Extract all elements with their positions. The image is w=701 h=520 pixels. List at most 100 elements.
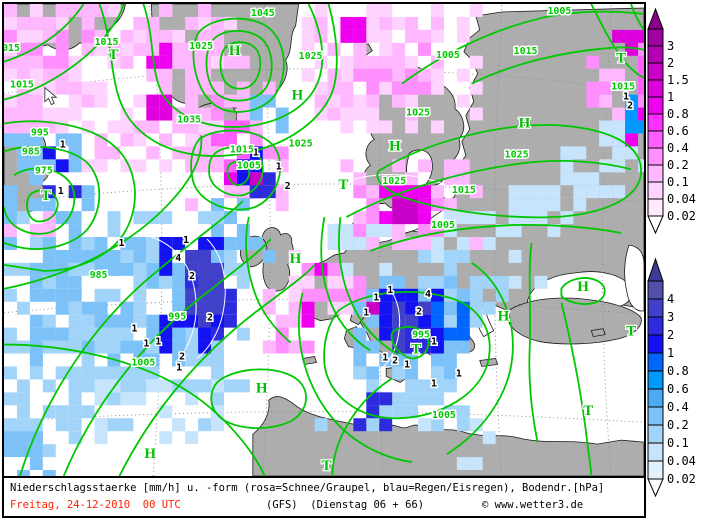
plab-label: 1005	[432, 410, 456, 421]
plab-label: 985	[22, 146, 40, 157]
snow-graupel-scale-tick: 0.4	[667, 141, 689, 155]
rain-ice-scale-cell	[647, 424, 664, 444]
qlab-label: 1	[363, 308, 369, 319]
plab-label: 1025	[299, 51, 323, 62]
plab-label: 995	[412, 330, 430, 341]
rain-ice-scale-up-arrow	[647, 257, 664, 282]
rain-ice-scale-cell	[647, 298, 664, 318]
rain-ice-scale-tick: 3	[667, 310, 674, 324]
rain-ice-scale-cell	[647, 334, 664, 354]
rain-ice-scale-tick: 4	[667, 292, 674, 306]
qlab-label: 1	[431, 378, 437, 389]
htlab-label: T	[626, 324, 636, 340]
plab-label: 1015	[611, 82, 635, 93]
precip-contour-outlines	[151, 173, 447, 371]
plab-label: 1015	[10, 80, 34, 91]
rain-ice-scale-tick: 0.8	[667, 364, 689, 378]
qlab-label: 1	[155, 337, 161, 348]
plab-label: 1005	[237, 160, 261, 171]
qlab-label: 2	[189, 271, 195, 282]
htlab-label: T	[41, 188, 51, 204]
qlab-label: 1	[623, 92, 629, 103]
rain-ice-scale-tick: 0.6	[667, 382, 689, 396]
plab-label: 1015	[95, 37, 119, 48]
rain-ice-scale-tick: 0.04	[667, 454, 696, 468]
plab-label: 1005	[431, 220, 455, 231]
qlab-label: 2	[179, 351, 185, 362]
snow-graupel-scale-cell	[647, 96, 664, 115]
htlab-label: T	[616, 51, 626, 67]
mouse-cursor	[44, 86, 58, 106]
rain-ice-scale-cell	[647, 460, 664, 480]
htlab-label: H	[498, 309, 510, 325]
plab-label: 995	[31, 127, 49, 138]
qlab-label: 1	[431, 337, 437, 348]
htlab-label: H	[292, 88, 304, 104]
pressure-value-labels: 1015 1025 1045 1025 1015 1015 1035 995 985 975 101…	[4, 4, 637, 422]
snow-graupel-scale-cell	[647, 147, 664, 166]
rain-ice-scale-cell	[647, 388, 664, 408]
snow-graupel-scale-cell	[647, 62, 664, 81]
qlab-label: 2	[627, 101, 633, 112]
snow-graupel-scale-cell	[647, 45, 664, 64]
qlab-label: 1	[456, 368, 462, 379]
snow-graupel-scale-tick: 0.1	[667, 175, 689, 189]
htlab-label: H	[290, 251, 302, 267]
plab-label: 1005	[131, 357, 155, 368]
plab-label: 1035	[177, 114, 201, 125]
plab-label: 1015	[4, 43, 20, 54]
htlab-label: T	[583, 403, 593, 419]
htlab-label: H	[229, 43, 241, 59]
plab-label: 1025	[406, 108, 430, 119]
caption-model-run: (GFS) (Dienstag 06 + 66)	[266, 499, 425, 511]
precip-scale-legends: 3 2 1.5 1 0.8 0.6 0.4 0.2 0.1 0.04 0.02 4 3 2 1 0.8 0.6 0…	[647, 7, 696, 498]
rain-ice-scale-cell	[647, 370, 664, 390]
plab-label: 1015	[452, 185, 476, 196]
plab-label: 995	[168, 312, 186, 323]
qlab-label: 2	[392, 355, 398, 366]
plab-label: 975	[35, 165, 53, 176]
isobar-layer	[4, 4, 644, 476]
snow-graupel-scale-tick: 0.2	[667, 158, 689, 172]
snow-graupel-scale-cell	[647, 113, 664, 132]
snow-graupel-scale-cell	[647, 130, 664, 149]
rain-ice-scale-cell	[647, 316, 664, 336]
caption-title: Niederschlagsstaerke [mm/h] u. -form (ro…	[10, 482, 605, 494]
rain-ice-scale-cell	[647, 352, 664, 372]
caption-valid-time: Freitag, 24-12-2010 00 UTC	[10, 499, 181, 511]
qlab-label: 2	[285, 181, 291, 192]
htlab-label: T	[338, 177, 348, 193]
plab-label: 985	[90, 270, 108, 281]
snow-graupel-scale-tick: 1.5	[667, 73, 689, 87]
rain-ice-scale-tick: 0.1	[667, 436, 689, 450]
qlab-label: 1	[183, 235, 189, 246]
qlab-label: 2	[416, 307, 422, 318]
qlab-label: 1	[404, 359, 410, 370]
rain-ice-scale-tick: 0.02	[667, 472, 696, 486]
snow-graupel-scale-cell	[647, 79, 664, 98]
htlab-label: T	[322, 458, 332, 474]
rain-ice-scale-cell	[647, 406, 664, 426]
qlab-label: 1	[131, 324, 137, 335]
qlab-label: 1	[176, 362, 182, 373]
snow-graupel-scale-tick: 0.04	[667, 192, 696, 206]
plab-label: 1015	[514, 46, 538, 57]
snow-graupel-scale-tick: 0.8	[667, 107, 689, 121]
qlab-label: 1	[373, 293, 379, 304]
snow-graupel-scale-down-arrow	[647, 215, 664, 235]
snow-graupel-scale-tick: 0.6	[667, 124, 689, 138]
htlab-label: T	[109, 47, 119, 63]
rain-ice-scale-down-arrow	[647, 478, 664, 498]
qlab-label: 4	[175, 253, 181, 264]
qlab-label: 1	[276, 161, 282, 172]
plab-label: 1025	[289, 138, 313, 149]
htlab-label: H	[256, 380, 268, 396]
snow-graupel-scale-up-arrow	[647, 7, 664, 30]
snow-graupel-scale-cell	[647, 28, 664, 47]
snow-graupel-scale-tick: 0.02	[667, 209, 696, 223]
plab-label: 1045	[251, 8, 275, 19]
htlab-label: H	[389, 138, 401, 154]
qlab-label: 4	[425, 289, 431, 300]
